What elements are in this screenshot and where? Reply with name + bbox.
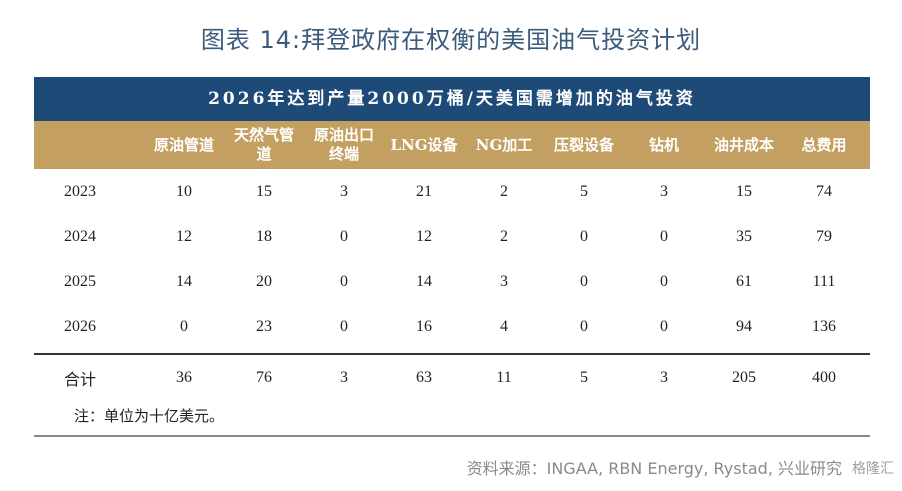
cell: 74 (816, 182, 832, 200)
cell: 79 (816, 227, 832, 245)
header-cell-ng-processing: NG加工 (475, 135, 533, 154)
header-cell-frac: 压裂设备 (553, 135, 614, 154)
cell: 0 (580, 227, 588, 245)
header-cell-lng: LNG设备 (390, 135, 458, 154)
cell: 0 (660, 272, 668, 290)
watermark: 格隆汇 (852, 461, 894, 477)
cell: 21 (416, 182, 432, 200)
cell: 0 (180, 317, 188, 335)
cell: 2 (500, 227, 508, 245)
cell: 5 (580, 182, 588, 200)
cell: 15 (736, 182, 752, 200)
cell: 11 (496, 369, 512, 386)
cell: 76 (256, 369, 272, 386)
investment-table: 2026年达到产量2000万桶/天美国需增加的油气投资 原油管道 天然气管道 原… (34, 77, 870, 437)
cell: 2025 (64, 272, 96, 290)
table-body: 2023 10 15 3 21 2 5 3 15 74 2024 12 18 0… (34, 169, 870, 349)
cell: 2023 (64, 182, 96, 200)
cell: 3 (660, 369, 668, 386)
cell: 14 (176, 272, 192, 290)
cell: 35 (736, 227, 752, 245)
table-header-row: 原油管道 天然气管道 原油出口终端 LNG设备 NG加工 压裂设备 钻机 油井成… (34, 121, 870, 169)
cell: 136 (812, 317, 836, 335)
cell: 5 (580, 369, 588, 386)
cell: 2024 (64, 227, 96, 245)
cell: 0 (340, 317, 348, 335)
table-row: 2025 14 20 0 14 3 0 0 61 111 (34, 259, 870, 304)
cell: 0 (660, 227, 668, 245)
cell: 63 (416, 369, 432, 386)
cell: 205 (732, 369, 756, 386)
cell: 12 (176, 227, 192, 245)
cell: 0 (340, 272, 348, 290)
cell: 2 (500, 182, 508, 200)
cell: 14 (416, 272, 432, 290)
cell: 3 (340, 182, 348, 200)
cell: 61 (736, 272, 752, 290)
cell: 0 (660, 317, 668, 335)
table-banner: 2026年达到产量2000万桶/天美国需增加的油气投资 (34, 77, 870, 121)
header-cell-gas-pipeline: 天然气管道 (233, 126, 294, 163)
cell: 0 (580, 317, 588, 335)
cell: 111 (812, 272, 836, 290)
table-row: 2026 0 23 0 16 4 0 0 94 136 (34, 304, 870, 349)
cell: 4 (500, 317, 508, 335)
header-cell-crude-pipeline: 原油管道 (153, 135, 214, 154)
source-text: 资料来源：INGAA, RBN Energy, Rystad, 兴业研究 (466, 459, 842, 478)
cell: 15 (256, 182, 272, 200)
header-cell-well-cost: 油井成本 (713, 135, 774, 154)
cell: 3 (500, 272, 508, 290)
cell: 16 (416, 317, 432, 335)
table-total-row: 合计 36 76 3 63 11 5 3 205 400 (34, 353, 870, 401)
cell: 23 (256, 317, 272, 335)
header-cell-total: 总费用 (801, 135, 847, 154)
cell: 合计 (64, 372, 97, 389)
table-note: 注：单位为十亿美元。 (34, 401, 870, 437)
cell: 3 (340, 369, 348, 386)
cell: 3 (660, 182, 668, 200)
header-cell-rig: 钻机 (648, 135, 679, 154)
cell: 2026 (64, 317, 96, 335)
cell: 18 (256, 227, 272, 245)
cell: 10 (176, 182, 192, 200)
page-title: 图表 14:拜登政府在权衡的美国油气投资计划 (200, 26, 702, 54)
table-row: 2024 12 18 0 12 2 0 0 35 79 (34, 214, 870, 259)
cell: 94 (736, 317, 752, 335)
cell: 400 (812, 369, 836, 386)
cell: 12 (416, 227, 432, 245)
table-row: 2023 10 15 3 21 2 5 3 15 74 (34, 169, 870, 214)
cell: 0 (580, 272, 588, 290)
cell: 36 (176, 369, 192, 386)
header-cell-crude-export: 原油出口终端 (313, 126, 374, 163)
cell: 0 (340, 227, 348, 245)
cell: 20 (256, 272, 272, 290)
